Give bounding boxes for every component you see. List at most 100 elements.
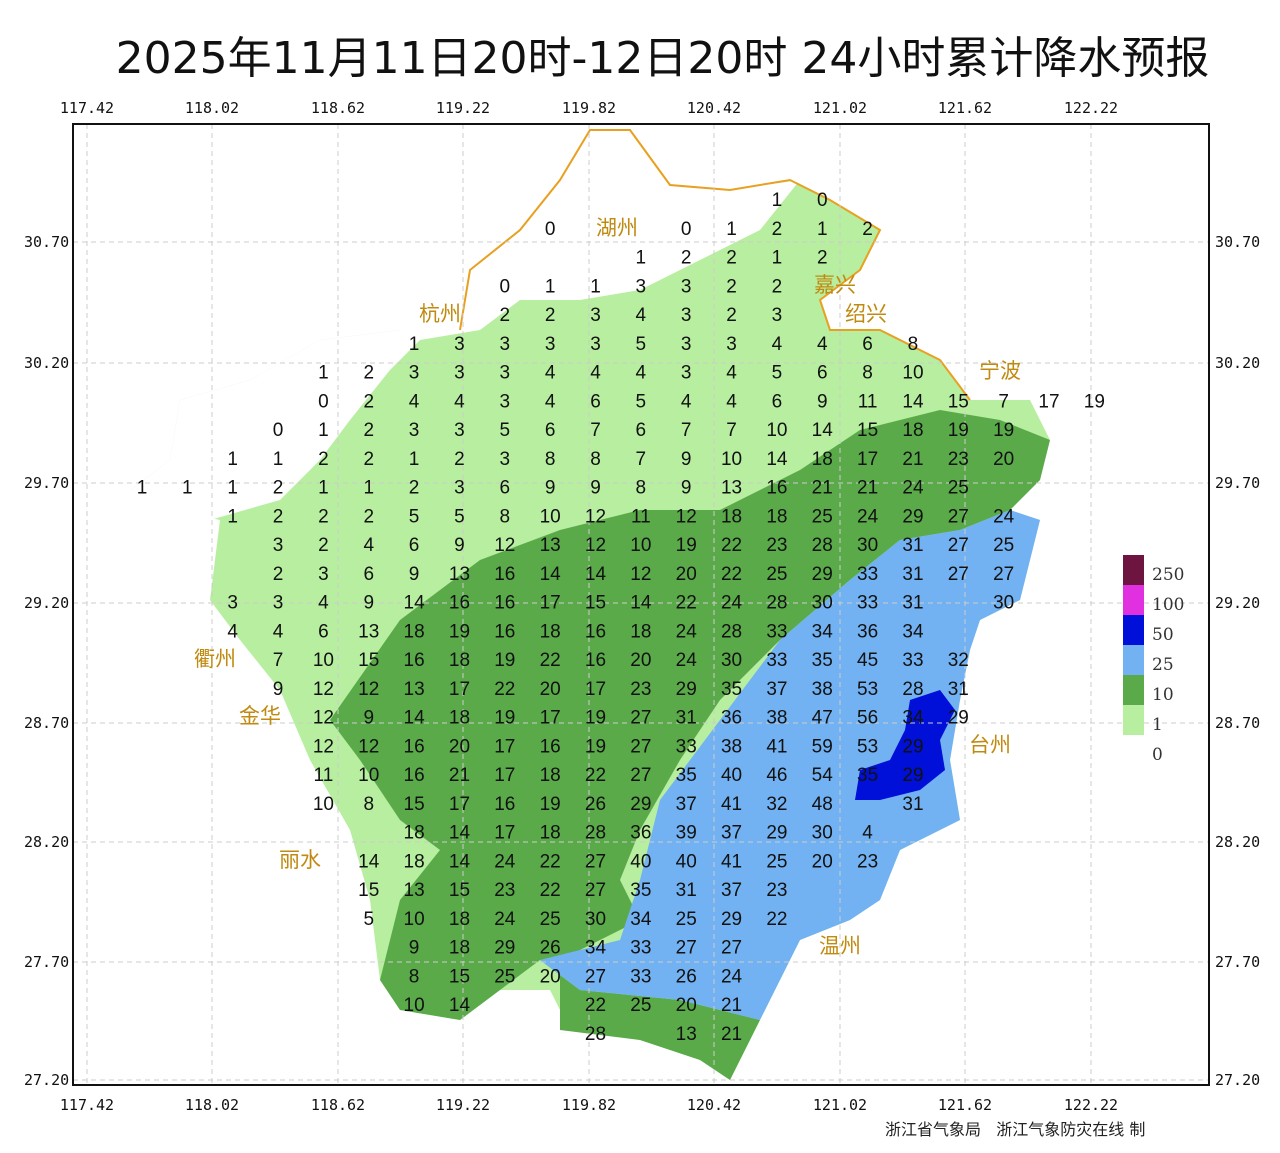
rainfall-value: 13 <box>721 478 742 499</box>
rainfall-value: 14 <box>902 391 924 412</box>
rainfall-value: 4 <box>636 363 647 384</box>
rainfall-value: 1 <box>772 248 783 269</box>
legend-label: 25 <box>1152 655 1174 675</box>
rainfall-value: 1 <box>817 219 828 240</box>
rainfall-value: 18 <box>404 851 425 872</box>
rainfall-value: 15 <box>358 650 379 671</box>
rainfall-value: 10 <box>313 794 334 815</box>
lon-tick-top: 122.22 <box>1064 99 1118 117</box>
rainfall-value: 19 <box>676 535 697 556</box>
rainfall-value: 2 <box>726 305 737 326</box>
rainfall-value: 31 <box>676 880 697 901</box>
rainfall-value: 17 <box>857 449 878 470</box>
legend-swatch <box>1123 615 1144 645</box>
rainfall-value: 2 <box>273 506 284 527</box>
city-label: 温州 <box>819 934 861 958</box>
rainfall-value: 35 <box>857 765 878 786</box>
rainfall-value: 2 <box>454 449 465 470</box>
rainfall-value: 3 <box>318 564 329 585</box>
rainfall-value: 19 <box>948 420 969 441</box>
rainfall-value: 30 <box>812 823 833 844</box>
rainfall-value: 10 <box>358 765 379 786</box>
rainfall-value: 14 <box>404 708 426 729</box>
lat-tick-left: 29.70 <box>24 474 69 492</box>
rainfall-value: 4 <box>726 363 737 384</box>
rainfall-value: 53 <box>857 736 878 757</box>
rainfall-value: 25 <box>766 564 787 585</box>
rainfall-value: 34 <box>812 621 834 642</box>
rainfall-value: 24 <box>902 478 924 499</box>
rainfall-value: 1 <box>182 478 193 499</box>
rainfall-value: 13 <box>676 1024 697 1045</box>
rainfall-value: 10 <box>540 506 561 527</box>
rainfall-value: 6 <box>590 391 601 412</box>
rainfall-value: 16 <box>404 650 425 671</box>
rainfall-value: 3 <box>772 305 783 326</box>
rainfall-value: 28 <box>585 1024 606 1045</box>
rainfall-value: 25 <box>630 995 651 1016</box>
lon-tick-bottom: 121.62 <box>938 1096 992 1114</box>
rainfall-value: 3 <box>500 363 511 384</box>
rainfall-value: 17 <box>494 736 515 757</box>
rainfall-value: 7 <box>726 420 737 441</box>
rainfall-value: 38 <box>812 679 833 700</box>
rainfall-value: 17 <box>540 708 561 729</box>
rainfall-value: 19 <box>993 420 1014 441</box>
rainfall-value: 18 <box>766 506 787 527</box>
rainfall-value: 3 <box>726 334 737 355</box>
rainfall-value: 14 <box>449 851 471 872</box>
rainfall-value: 3 <box>590 305 601 326</box>
rainfall-value: 24 <box>721 593 743 614</box>
rainfall-value: 16 <box>585 650 606 671</box>
legend-label: 10 <box>1152 685 1174 705</box>
rainfall-value: 40 <box>630 851 651 872</box>
rainfall-value: 32 <box>948 650 969 671</box>
rainfall-value: 17 <box>585 679 606 700</box>
rainfall-value: 3 <box>454 334 465 355</box>
rainfall-value: 15 <box>449 966 470 987</box>
rainfall-value: 5 <box>636 391 647 412</box>
rainfall-value: 14 <box>766 449 788 470</box>
rainfall-value: 27 <box>630 708 651 729</box>
rainfall-value: 8 <box>500 506 511 527</box>
rainfall-value: 8 <box>409 966 420 987</box>
rainfall-value: 16 <box>404 736 425 757</box>
rainfall-value: 33 <box>857 593 878 614</box>
rainfall-value: 25 <box>812 506 833 527</box>
rainfall-value: 18 <box>404 823 425 844</box>
city-label: 绍兴 <box>845 302 887 326</box>
rainfall-value: 4 <box>636 305 647 326</box>
rainfall-value: 28 <box>812 535 833 556</box>
rainfall-value: 9 <box>363 593 374 614</box>
rainfall-value: 19 <box>585 736 606 757</box>
rainfall-value: 22 <box>721 564 742 585</box>
rainfall-value: 1 <box>409 334 420 355</box>
rainfall-value: 4 <box>318 593 329 614</box>
rainfall-value: 20 <box>812 851 833 872</box>
rainfall-value: 6 <box>318 621 329 642</box>
city-label: 衢州 <box>194 647 236 671</box>
rainfall-value: 30 <box>993 593 1014 614</box>
rainfall-value: 33 <box>857 564 878 585</box>
rainfall-value: 25 <box>948 478 969 499</box>
rainfall-value: 36 <box>721 708 742 729</box>
rainfall-value: 1 <box>273 449 284 470</box>
rainfall-value: 12 <box>494 535 515 556</box>
rainfall-value: 18 <box>449 938 470 959</box>
rainfall-value: 15 <box>585 593 606 614</box>
rainfall-value: 38 <box>721 736 742 757</box>
rainfall-value: 10 <box>902 363 923 384</box>
lon-tick-bottom: 119.22 <box>436 1096 490 1114</box>
rainfall-value: 4 <box>545 363 556 384</box>
rainfall-value: 31 <box>902 794 923 815</box>
rainfall-value: 4 <box>273 621 284 642</box>
lon-tick-bottom: 119.82 <box>562 1096 616 1114</box>
rainfall-value: 18 <box>449 909 470 930</box>
rainfall-value: 12 <box>313 679 334 700</box>
rainfall-value: 3 <box>681 363 692 384</box>
rainfall-value: 4 <box>227 621 238 642</box>
rainfall-value: 3 <box>681 305 692 326</box>
rainfall-value: 7 <box>590 420 601 441</box>
rainfall-value: 1 <box>409 449 420 470</box>
